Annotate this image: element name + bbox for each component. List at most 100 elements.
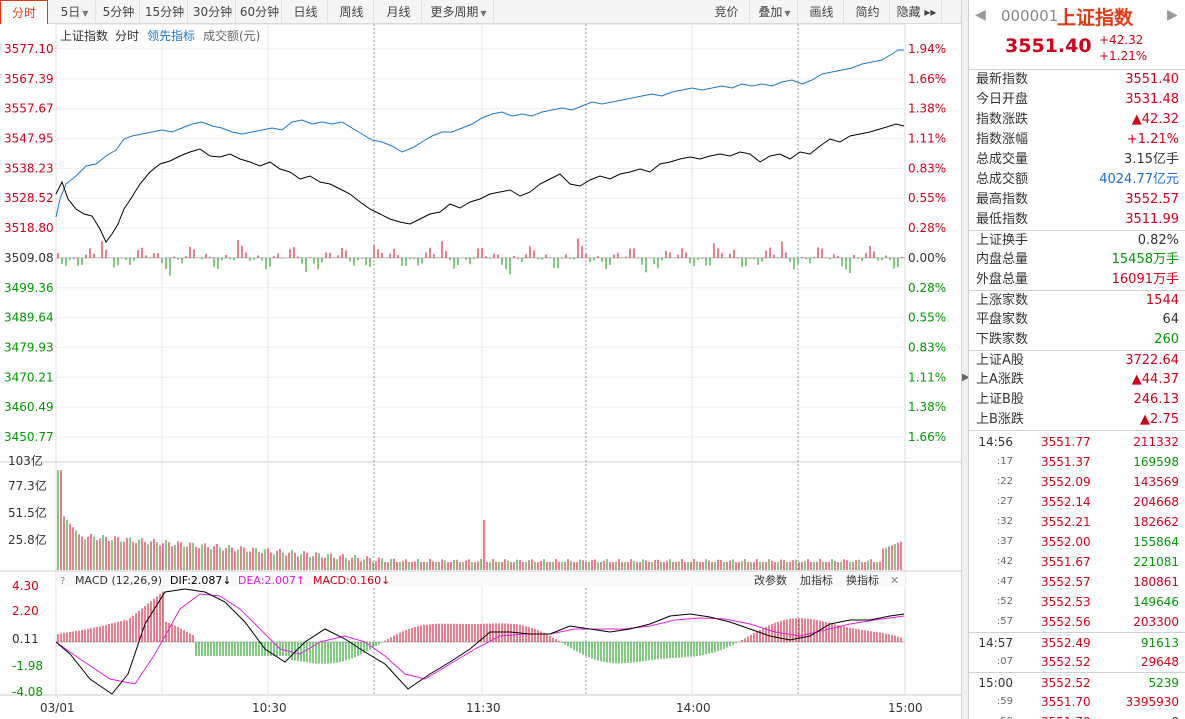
plot-frame	[55, 24, 906, 696]
tick-price: 3552.09	[1041, 475, 1091, 489]
pct-tick-label: 1.38%	[908, 400, 946, 414]
intraday-chart[interactable]: 3577.10 1.94% 3567.39 1.66% 3557.67 1.38% 3547…	[0, 24, 961, 719]
toolbar-item[interactable]: 5分钟	[98, 0, 140, 24]
stat-row: 最高指数 3552.57	[969, 190, 1185, 210]
stat-label: 今日开盘	[976, 92, 1029, 107]
next-stock-icon[interactable]: ▶	[1167, 7, 1178, 23]
stat-row: 外盘总量 16091万手	[969, 270, 1185, 290]
tick-volume: 203300	[1133, 615, 1179, 629]
tick-volume: 149646	[1133, 595, 1179, 609]
collapse-arrow-icon[interactable]: ▶	[962, 372, 970, 383]
tick-time: :17	[996, 456, 1013, 467]
toolbar-item[interactable]: 画线	[800, 0, 844, 24]
panel-collapse-handle[interactable]: ▶	[961, 0, 970, 719]
time-tick-label: 10:30	[252, 701, 287, 715]
tick-list[interactable]: 14:56 3551.77 211332:17 3551.37 169598:22 355…	[969, 430, 1185, 719]
stat-row: 平盘家数 64	[969, 310, 1185, 330]
price-tick-label: 3450.77	[4, 430, 54, 444]
macd-link-swap[interactable]: 换指标	[846, 573, 879, 587]
pct-tick-label: 1.11%	[908, 370, 946, 384]
toolbar-item[interactable]: 更多周期 ▼	[424, 0, 494, 24]
toolbar-item[interactable]: 竞价	[704, 0, 750, 24]
tick-volume: 180861	[1133, 575, 1179, 589]
macd-link-params[interactable]: 改参数	[754, 573, 787, 587]
toolbar-item[interactable]: 日线	[284, 0, 328, 24]
stat-value: ▲2.75	[1140, 412, 1179, 427]
stat-row: 指数涨跌 ▲42.32	[969, 110, 1185, 130]
quote-panel: ◀ 000001 上证指数 ▶ 3551.40 +42.32 +1.21% 最新…	[968, 0, 1185, 719]
pct-tick-label: 0.55%	[908, 311, 946, 325]
stat-value: 246.13	[1133, 392, 1180, 407]
stat-value: 0.82%	[1137, 233, 1179, 248]
toolbar-item[interactable]: 5日 ▼	[54, 0, 96, 24]
toolbar-item[interactable]: 叠加 ▼	[752, 0, 798, 24]
macd-dif-line	[55, 588, 905, 695]
stat-value: 15458万手	[1111, 252, 1179, 267]
tick-row: :59 3551.70 3395930	[969, 692, 1185, 712]
stat-value: 64	[1162, 312, 1179, 327]
last-price: 3551.40	[1005, 35, 1092, 57]
tick-price: 3552.56	[1041, 615, 1091, 629]
tick-row: :22 3552.09 143569	[969, 472, 1185, 492]
tick-volume: 182662	[1133, 515, 1179, 529]
price-tick-label: 3489.64	[4, 311, 54, 325]
stock-name: 上证指数	[1057, 7, 1134, 29]
price-tick-label: 3509.08	[4, 251, 54, 265]
macd-dif: DIF:2.087↓	[170, 574, 232, 587]
tick-time: :42	[996, 556, 1013, 567]
stat-label: 最新指数	[976, 72, 1029, 87]
tick-time: :32	[996, 516, 1013, 527]
tick-row: :37 3552.00 155864	[969, 532, 1185, 552]
tick-price: 3552.49	[1041, 636, 1091, 650]
price-tick-label: 3460.49	[4, 400, 54, 414]
tick-row: 15:00 3552.52 5239	[969, 672, 1185, 692]
stat-value: 3.15亿手	[1124, 152, 1179, 167]
tick-row: :27 3552.14 204668	[969, 492, 1185, 512]
macd-dea-line	[55, 593, 905, 685]
toolbar-item[interactable]: 15分钟	[142, 0, 188, 24]
macd-link-add[interactable]: 加指标	[800, 573, 833, 587]
stat-row: 上涨家数 1544	[969, 290, 1185, 310]
toolbar-item-label: 30分钟	[192, 5, 233, 19]
tick-time: :37	[996, 536, 1013, 547]
stat-row: 最新指数 3551.40	[969, 70, 1185, 90]
toolbar-item-label: 画线	[809, 5, 834, 19]
stat-label: 上B涨跌	[976, 412, 1024, 427]
price-tick-label: 3518.80	[4, 221, 54, 235]
tick-time: :07	[996, 656, 1013, 667]
tick-price: 3552.52	[1041, 655, 1091, 669]
toolbar-item[interactable]: 简约	[846, 0, 890, 24]
tick-price: 3552.00	[1041, 535, 1091, 549]
prev-stock-icon[interactable]: ◀	[975, 7, 986, 23]
toolbar-item-label: 5日	[60, 5, 81, 19]
tick-time: 14:57	[978, 636, 1013, 650]
stat-value: ▲44.37	[1131, 372, 1179, 387]
toolbar-item[interactable]: 隐藏 ▸▸	[892, 0, 942, 24]
price-tick-label: 3538.23	[4, 161, 54, 175]
toolbar-item-label: 更多周期	[430, 5, 479, 19]
tick-price: 3552.57	[1041, 575, 1091, 589]
macd-tick-label: 0.11	[12, 632, 39, 646]
legend-mode: 分时	[115, 29, 139, 43]
tick-row: 14:56 3551.77 211332	[969, 432, 1185, 452]
stat-row: 上证A股 3722.64	[969, 350, 1185, 370]
close-icon[interactable]: ✕	[890, 574, 899, 587]
tick-volume: 5239	[1148, 676, 1179, 690]
stat-label: 上证B股	[976, 392, 1024, 407]
stat-label: 最低指数	[976, 212, 1029, 227]
toolbar-item[interactable]: 30分钟	[190, 0, 236, 24]
toolbar-item[interactable]: 月线	[376, 0, 422, 24]
tick-volume: 29648	[1140, 655, 1179, 669]
stat-label: 上证换手	[976, 233, 1029, 248]
toolbar-item[interactable]: 分时	[0, 0, 48, 24]
stat-row: 总成交额 4024.77亿元	[969, 170, 1185, 190]
tick-time: :27	[996, 496, 1013, 507]
tick-price: 3551.70	[1041, 695, 1091, 709]
stat-label: 下跌家数	[976, 332, 1029, 347]
volume-tick-label: 103亿	[8, 453, 43, 468]
stat-label: 外盘总量	[976, 272, 1029, 287]
tick-time: :59	[975, 712, 1013, 719]
toolbar-item-label: 竞价	[714, 5, 739, 19]
toolbar-item[interactable]: 60分钟	[238, 0, 282, 24]
toolbar-item[interactable]: 周线	[330, 0, 374, 24]
